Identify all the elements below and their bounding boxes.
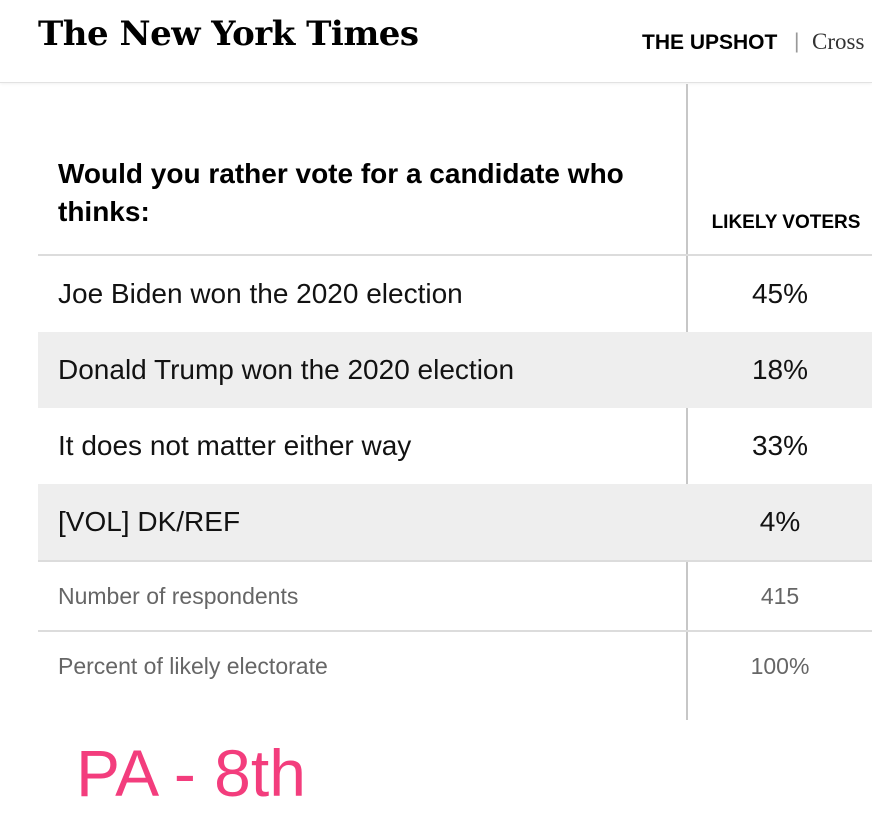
meta-value: 415: [760, 583, 800, 609]
table-divider: [38, 560, 872, 562]
row-label: It does not matter either way: [58, 430, 412, 461]
table-row: Joe Biden won the 2020 election 45%: [38, 256, 872, 332]
header-separator: |: [794, 30, 800, 53]
section-link-upshot[interactable]: THE UPSHOT: [642, 31, 778, 54]
question-heading: Would you rather vote for a candidate wh…: [58, 158, 624, 227]
meta-label: Percent of likely electorate: [58, 653, 328, 679]
table-divider: [38, 254, 872, 256]
column-header-likely-voters: LIKELY VOTERS: [711, 212, 861, 233]
meta-label: Number of respondents: [58, 583, 299, 609]
district-annotation: PA - 8th: [76, 736, 306, 810]
subsection-title: Cross: [812, 29, 865, 54]
row-value: 45%: [751, 278, 809, 309]
table-row: Donald Trump won the 2020 election 18%: [38, 332, 872, 408]
row-label: Donald Trump won the 2020 election: [58, 354, 515, 385]
table-row: [VOL] DK/REF 4%: [38, 484, 872, 560]
row-label: [VOL] DK/REF: [58, 506, 241, 537]
row-value: 18%: [751, 354, 809, 385]
meta-value: 100%: [750, 653, 810, 679]
table-row: It does not matter either way 33%: [38, 408, 872, 484]
electorate-row: Percent of likely electorate 100%: [38, 632, 872, 700]
respondents-row: Number of respondents 415: [38, 562, 872, 630]
row-value: 33%: [751, 430, 809, 461]
row-value: 4%: [759, 506, 801, 537]
table-divider: [38, 630, 872, 632]
nyt-logo[interactable]: The New York Times: [38, 14, 419, 54]
site-header: The New York Times THE UPSHOT | Cross: [0, 0, 872, 83]
row-label: Joe Biden won the 2020 election: [58, 278, 463, 309]
